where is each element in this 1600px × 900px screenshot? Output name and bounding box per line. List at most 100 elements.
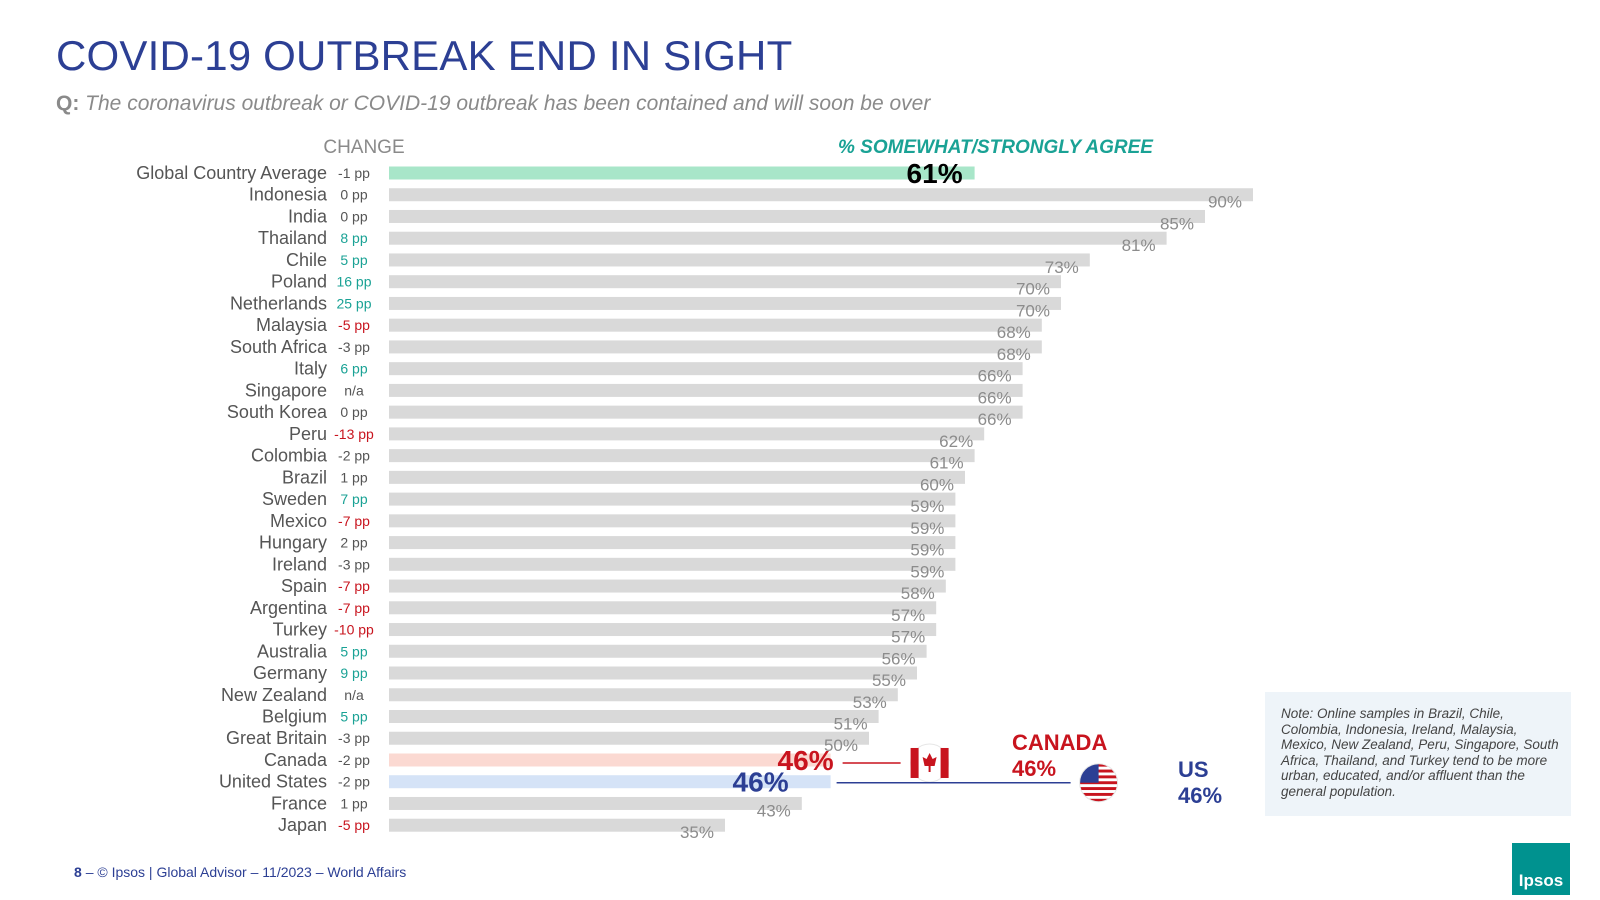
category-label-singapore: Singapore bbox=[245, 380, 327, 400]
change-label-peru: -13 pp bbox=[334, 426, 374, 442]
change-label-argentina: -7 pp bbox=[338, 600, 370, 616]
category-label-turkey: Turkey bbox=[273, 620, 327, 640]
category-label-sweden: Sweden bbox=[262, 489, 327, 509]
change-label-australia: 5 pp bbox=[340, 643, 367, 659]
us-flag-stripe bbox=[1079, 781, 1118, 785]
value-label-sweden: 59% bbox=[910, 497, 944, 516]
change-label-hungary: 2 pp bbox=[340, 535, 367, 551]
change-label-malaysia: -5 pp bbox=[338, 317, 370, 333]
value-label-great-britain: 50% bbox=[824, 736, 858, 755]
value-label-spain: 58% bbox=[901, 584, 935, 603]
value-label-australia: 56% bbox=[882, 649, 916, 668]
us-callout: US 46% bbox=[1178, 757, 1222, 809]
category-label-belgium: Belgium bbox=[262, 707, 327, 727]
bar-global-country-average bbox=[389, 166, 975, 180]
category-label-italy: Italy bbox=[294, 359, 327, 379]
category-label-japan: Japan bbox=[278, 815, 327, 835]
change-label-mexico: -7 pp bbox=[338, 513, 370, 529]
sample-note: Note: Online samples in Brazil, Chile, C… bbox=[1265, 692, 1571, 816]
change-label-france: 1 pp bbox=[340, 795, 367, 811]
bar-united-states bbox=[389, 775, 831, 789]
change-label-brazil: 1 pp bbox=[340, 469, 367, 485]
category-label-chile: Chile bbox=[286, 250, 327, 270]
value-label-turkey: 57% bbox=[891, 628, 925, 647]
change-label-turkey: -10 pp bbox=[334, 622, 374, 638]
canada-flag-right-band bbox=[940, 747, 949, 778]
value-label-netherlands: 70% bbox=[1016, 301, 1050, 320]
bar-sweden bbox=[389, 492, 956, 506]
bar-south-africa bbox=[389, 340, 1042, 354]
change-label-colombia: -2 pp bbox=[338, 448, 370, 464]
bar-australia bbox=[389, 644, 927, 658]
us-callout-value: 46% bbox=[1178, 783, 1223, 808]
page-title: COVID-19 OUTBREAK END IN SIGHT bbox=[56, 32, 793, 79]
maple-leaf-icon bbox=[922, 752, 937, 772]
category-label-ireland: Ireland bbox=[272, 554, 327, 574]
page-number: 8 bbox=[74, 864, 82, 880]
change-label-sweden: 7 pp bbox=[340, 491, 367, 507]
value-label-hungary: 59% bbox=[910, 541, 944, 560]
bar-germany bbox=[389, 666, 917, 680]
change-label-spain: -7 pp bbox=[338, 578, 370, 594]
us-flag-stripe bbox=[1079, 787, 1118, 791]
footer: 8 – © Ipsos | Global Advisor – 11/2023 –… bbox=[74, 864, 406, 880]
bar-chile bbox=[389, 253, 1090, 267]
category-label-great-britain: Great Britain bbox=[226, 728, 327, 748]
category-label-colombia: Colombia bbox=[251, 446, 328, 466]
category-label-united-states: United States bbox=[219, 772, 327, 792]
change-column-header: CHANGE bbox=[323, 137, 405, 158]
value-label-united-states: 46% bbox=[733, 767, 789, 798]
value-label-south-africa: 68% bbox=[997, 345, 1031, 364]
bar-japan bbox=[389, 818, 725, 832]
bar-peru bbox=[389, 427, 985, 441]
us-flag-stripe bbox=[1079, 792, 1118, 796]
value-label-belgium: 51% bbox=[834, 715, 868, 734]
value-label-global-country-average: 61% bbox=[907, 158, 963, 189]
bar-argentina bbox=[389, 601, 937, 615]
category-label-brazil: Brazil bbox=[282, 467, 327, 487]
bar-brazil bbox=[389, 470, 965, 484]
change-label-chile: 5 pp bbox=[340, 252, 367, 268]
category-label-south-korea: South Korea bbox=[227, 402, 328, 422]
value-label-new-zealand: 53% bbox=[853, 693, 887, 712]
bar-thailand bbox=[389, 231, 1167, 245]
bar-mexico bbox=[389, 514, 956, 528]
value-label-thailand: 81% bbox=[1122, 236, 1156, 255]
value-label-chile: 73% bbox=[1045, 258, 1079, 277]
change-label-thailand: 8 pp bbox=[340, 230, 367, 246]
bar-singapore bbox=[389, 383, 1023, 397]
ipsos-logo: Ipsos bbox=[1512, 843, 1570, 895]
change-label-canada: -2 pp bbox=[338, 752, 370, 768]
us-callout-name: US bbox=[1178, 757, 1209, 782]
bar-poland bbox=[389, 275, 1061, 289]
category-label-malaysia: Malaysia bbox=[256, 315, 328, 335]
change-label-indonesia: 0 pp bbox=[340, 187, 367, 203]
agree-column-header: % SOMEWHAT/STRONGLY AGREE bbox=[838, 137, 1153, 158]
change-label-japan: -5 pp bbox=[338, 817, 370, 833]
bar-netherlands bbox=[389, 296, 1061, 310]
bar-spain bbox=[389, 579, 946, 593]
change-label-new-zealand: n/a bbox=[344, 687, 364, 703]
bar-france bbox=[389, 796, 802, 810]
category-label-canada: Canada bbox=[264, 750, 328, 770]
us-flag-border bbox=[1079, 763, 1119, 803]
category-label-netherlands: Netherlands bbox=[230, 293, 327, 313]
value-label-italy: 66% bbox=[978, 367, 1012, 386]
value-label-indonesia: 90% bbox=[1208, 193, 1242, 212]
change-label-belgium: 5 pp bbox=[340, 709, 367, 725]
value-label-germany: 55% bbox=[872, 671, 906, 690]
category-label-south-africa: South Africa bbox=[230, 337, 328, 357]
us-flag-stripe bbox=[1079, 798, 1118, 802]
category-label-france: France bbox=[271, 793, 327, 813]
bar-turkey bbox=[389, 623, 937, 637]
change-label-global-country-average: -1 pp bbox=[338, 165, 370, 181]
value-label-malaysia: 68% bbox=[997, 323, 1031, 342]
value-label-singapore: 66% bbox=[978, 388, 1012, 407]
change-label-singapore: n/a bbox=[344, 382, 364, 398]
value-label-brazil: 60% bbox=[920, 475, 954, 494]
bar-new-zealand bbox=[389, 688, 898, 702]
category-label-india: India bbox=[288, 206, 328, 226]
bar-indonesia bbox=[389, 188, 1253, 202]
category-label-indonesia: Indonesia bbox=[249, 185, 328, 205]
value-label-india: 85% bbox=[1160, 214, 1194, 233]
